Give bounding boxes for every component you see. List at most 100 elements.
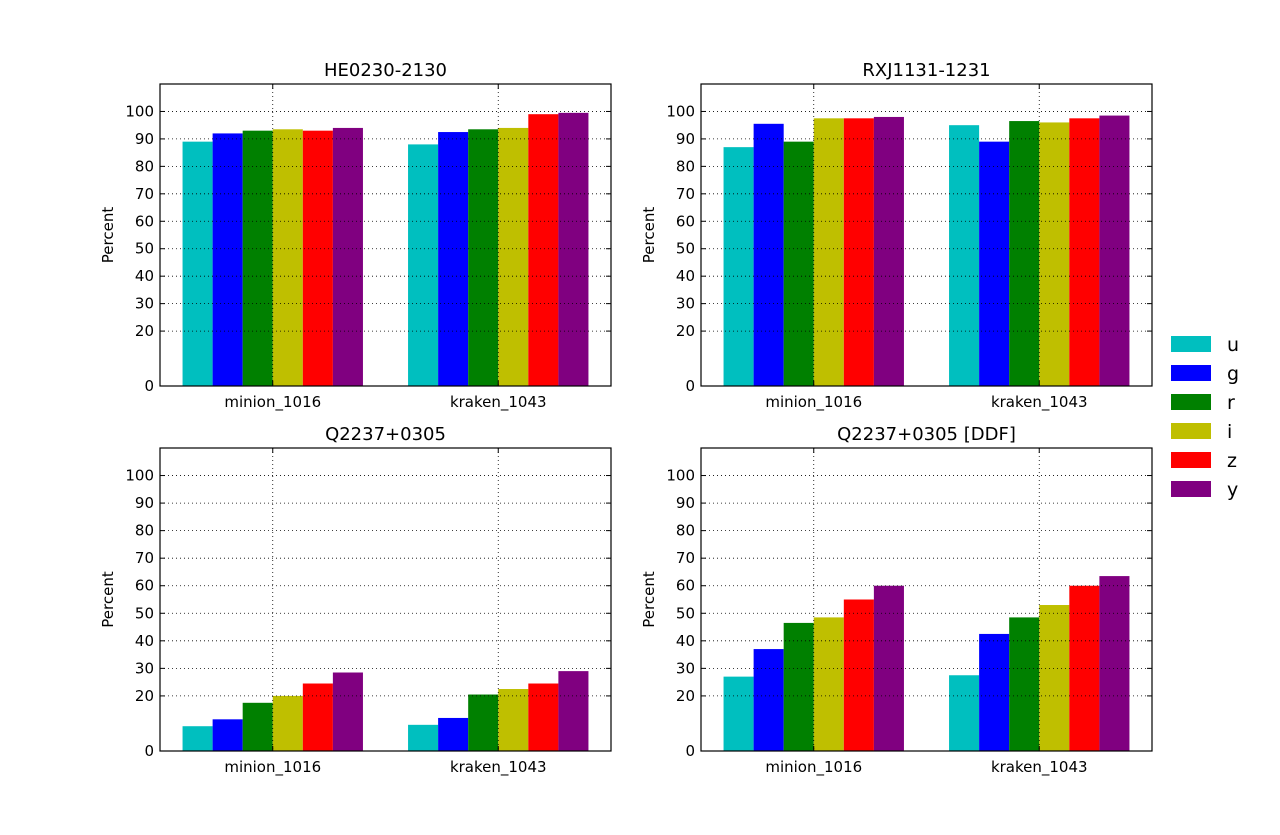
legend-item: y xyxy=(1171,479,1238,501)
ytick-label: 0 xyxy=(144,377,154,395)
bar xyxy=(272,129,303,387)
bars xyxy=(723,115,1130,387)
axes-frame xyxy=(159,83,612,387)
ytick-label: 20 xyxy=(135,687,154,705)
legend-swatch xyxy=(1171,394,1211,410)
bar xyxy=(332,672,363,751)
bar xyxy=(558,671,589,751)
ytick-label: 90 xyxy=(135,494,154,512)
bar xyxy=(1009,617,1040,751)
xtick-label: minion_1016 xyxy=(224,758,321,777)
xtick-label: kraken_1043 xyxy=(991,393,1088,412)
legend-swatch xyxy=(1171,452,1211,468)
legend-label: r xyxy=(1227,392,1235,414)
bar xyxy=(753,123,784,386)
chart-title: Q2237+0305 [DDF] xyxy=(837,424,1016,445)
legend-item: z xyxy=(1171,450,1237,472)
chart-panels: 0 20 30 40 50 60 70 80 90 100 minion_1016 kraken_10… xyxy=(99,60,1153,777)
bar xyxy=(242,702,273,751)
bar xyxy=(528,683,559,751)
chart-title: RXJ1131-1231 xyxy=(862,60,990,81)
legend-swatch xyxy=(1171,365,1211,381)
bar xyxy=(783,622,814,751)
bars xyxy=(182,112,589,387)
ytick-label: 40 xyxy=(135,632,154,650)
bar xyxy=(468,129,499,387)
bar xyxy=(813,617,844,751)
legend-item: i xyxy=(1171,421,1232,443)
ytick-label: 40 xyxy=(676,267,695,285)
ytick-label: 40 xyxy=(676,632,695,650)
ytick-label: 20 xyxy=(135,322,154,340)
y-axis-label: Percent xyxy=(640,207,658,264)
bar xyxy=(873,585,904,751)
bar xyxy=(723,147,754,386)
ytick-label: 90 xyxy=(135,130,154,148)
bar xyxy=(843,599,874,751)
bar xyxy=(302,683,333,751)
bar xyxy=(843,118,874,386)
grid xyxy=(701,448,1152,752)
bar xyxy=(979,141,1010,386)
chart-title: Q2237+0305 xyxy=(325,424,446,445)
ytick-label: 0 xyxy=(685,377,695,395)
chart-panel: 0 20 30 40 50 60 70 80 90 100 minion_1016 kraken_10… xyxy=(99,424,612,777)
bar xyxy=(753,649,784,751)
xtick-label: kraken_1043 xyxy=(450,758,547,777)
ytick-label: 60 xyxy=(135,212,154,230)
ytick-label: 0 xyxy=(144,742,154,760)
ytick-label: 0 xyxy=(685,742,695,760)
ytick-label: 100 xyxy=(125,102,154,120)
ytick-label: 80 xyxy=(135,522,154,540)
bar xyxy=(408,144,439,386)
ytick-label: 20 xyxy=(676,322,695,340)
xtick-label: minion_1016 xyxy=(765,393,862,412)
bar xyxy=(979,633,1010,751)
ytick-label: 70 xyxy=(135,185,154,203)
ytick-label: 30 xyxy=(135,295,154,313)
bar xyxy=(1039,605,1070,751)
bars xyxy=(723,576,1130,751)
axes-frame xyxy=(700,447,1153,752)
legend-label: i xyxy=(1227,421,1232,443)
legend-label: z xyxy=(1227,450,1237,472)
legend-swatch xyxy=(1171,336,1211,352)
bar xyxy=(528,114,559,386)
bar xyxy=(468,694,499,751)
bar xyxy=(498,689,529,751)
xtick-label: kraken_1043 xyxy=(991,758,1088,777)
chart-panel: 0 20 30 40 50 60 70 80 90 100 minion_1016 kraken_10… xyxy=(99,60,612,412)
ytick-label: 50 xyxy=(676,604,695,622)
ytick-label: 90 xyxy=(676,130,695,148)
bar xyxy=(438,717,469,751)
bar xyxy=(182,726,213,751)
legend-swatch xyxy=(1171,423,1211,439)
bar xyxy=(1099,576,1130,751)
legend-item: g xyxy=(1171,363,1239,385)
ytick-label: 30 xyxy=(676,659,695,677)
axes-frame xyxy=(159,447,612,752)
bar xyxy=(182,141,213,386)
bar xyxy=(558,112,589,386)
bar xyxy=(332,127,363,387)
bar xyxy=(949,125,980,387)
bar xyxy=(498,127,529,387)
grid xyxy=(160,448,611,752)
ytick-label: 50 xyxy=(676,240,695,258)
bar xyxy=(1069,118,1100,386)
ytick-label: 100 xyxy=(125,467,154,485)
ytick-label: 100 xyxy=(666,102,695,120)
ytick-label: 30 xyxy=(676,295,695,313)
legend-item: r xyxy=(1171,392,1235,414)
bar xyxy=(873,116,904,386)
ytick-label: 80 xyxy=(676,157,695,175)
bar xyxy=(723,676,754,751)
bars xyxy=(182,671,589,751)
legend-label: u xyxy=(1227,334,1239,356)
ytick-label: 50 xyxy=(135,240,154,258)
bar xyxy=(949,675,980,751)
bar xyxy=(813,118,844,386)
bar xyxy=(212,719,243,751)
